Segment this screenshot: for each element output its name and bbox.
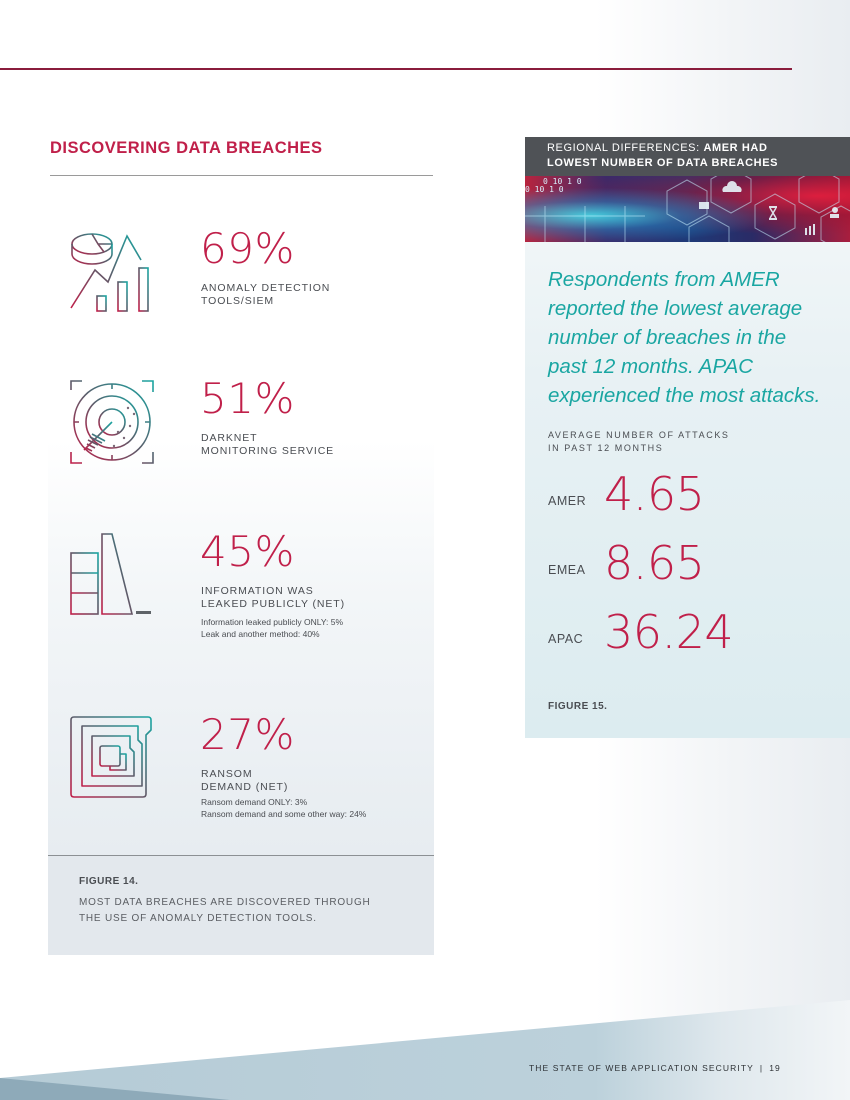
stat-label: ANOMALY DETECTION TOOLS/SIEM [201, 282, 331, 307]
discovering-breaches-panel: DISCOVERING DATA BREACHES 69% ANOMALY DE… [48, 130, 434, 955]
figure-caption-area [48, 856, 434, 955]
stat-percent: 45% [200, 527, 295, 576]
region-value: 4.65 [604, 467, 705, 521]
stat-percent: 51% [200, 374, 295, 423]
banner-title-prefix: REGIONAL DIFFERENCES: [547, 142, 704, 154]
footer-decorative-wave [0, 1000, 850, 1100]
footer-separator: | [759, 1063, 764, 1073]
radar-scan-icon [70, 380, 154, 464]
region-row-apac: APAC 36.24 [548, 598, 838, 658]
ransom-chip-icon [70, 716, 152, 798]
banner-title-bold: AMER HAD LOWEST NUMBER OF DATA BREACHES [547, 142, 779, 169]
stat-ransom-demand: 27% RANSOM DEMAND (NET) Ransom demand ON… [48, 710, 434, 836]
section-divider [50, 175, 433, 176]
region-name: APAC [548, 632, 584, 646]
binary-text-2: 0 10 1 0 [525, 185, 564, 194]
region-row-amer: AMER 4.65 [548, 460, 838, 520]
figure-15-label: FIGURE 15. [548, 701, 608, 712]
page-number: 19 [769, 1063, 781, 1073]
stat-label: INFORMATION WAS LEAKED PUBLICLY (NET) [201, 585, 345, 610]
region-name: EMEA [548, 563, 586, 577]
header-rule [0, 68, 792, 70]
stat-note: Information leaked publicly ONLY: 5% Lea… [201, 617, 344, 639]
region-value: 36.24 [604, 605, 734, 659]
stat-leaked-publicly: 45% INFORMATION WAS LEAKED PUBLICLY (NET… [48, 527, 434, 653]
section-title: DISCOVERING DATA BREACHES [50, 139, 323, 157]
stat-percent: 27% [200, 710, 295, 759]
pull-quote: Respondents from AMER reported the lowes… [548, 268, 821, 407]
document-leak-icon [70, 533, 151, 615]
stat-label: RANSOM DEMAND (NET) [201, 768, 289, 793]
stat-note: Ransom demand ONLY: 3% Ransom demand and… [201, 797, 367, 819]
binary-text-1: 0 10 1 0 [543, 177, 582, 186]
stat-percent: 69% [200, 224, 295, 273]
figure-14-caption: MOST DATA BREACHES ARE DISCOVERED THROUG… [79, 897, 371, 924]
attacks-heading: AVERAGE NUMBER OF ATTACKS IN PAST 12 MON… [548, 430, 730, 453]
region-name: AMER [548, 494, 587, 508]
network-hexagon-graphic: 0 10 1 0 0 10 1 0 [525, 176, 850, 242]
regional-differences-panel: REGIONAL DIFFERENCES: AMER HAD LOWEST NU… [525, 137, 850, 738]
chart-analytics-icon [70, 233, 149, 312]
figure-14-label: FIGURE 14. [79, 876, 139, 887]
banner-title: REGIONAL DIFFERENCES: AMER HAD LOWEST NU… [525, 137, 850, 176]
stat-label: DARKNET MONITORING SERVICE [201, 432, 335, 457]
footer-report-title: THE STATE OF WEB APPLICATION SECURITY [529, 1063, 754, 1073]
figure-divider [48, 855, 434, 856]
region-row-emea: EMEA 8.65 [548, 529, 838, 589]
stat-anomaly-detection: 69% ANOMALY DETECTION TOOLS/SIEM [48, 224, 434, 350]
cybersecurity-banner-image: 0 10 1 0 0 10 1 0 [525, 176, 850, 242]
region-value: 8.65 [604, 536, 705, 590]
footer: THE STATE OF WEB APPLICATION SECURITY | 19 [529, 1063, 781, 1073]
stat-darknet-monitoring: 51% DARKNET MONITORING SERVICE [48, 374, 434, 500]
